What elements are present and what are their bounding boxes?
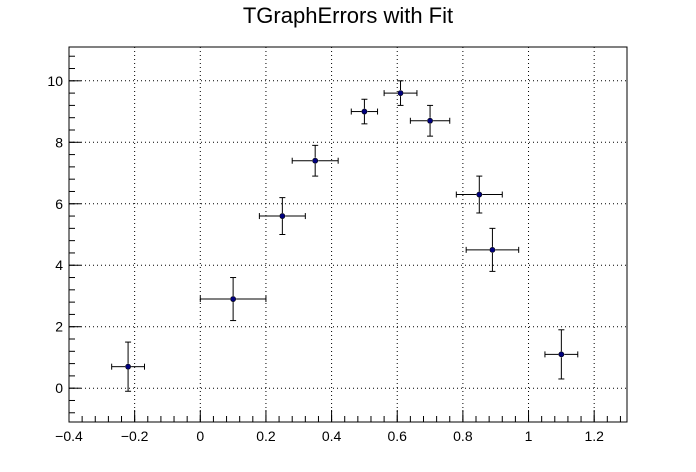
x-tick-label: 1.2 xyxy=(584,428,604,444)
x-tick-label: 0.6 xyxy=(388,428,408,444)
y-tick-label: 8 xyxy=(55,134,63,150)
data-point-marker xyxy=(361,108,368,115)
data-point-group xyxy=(455,175,503,214)
y-tick-label: 10 xyxy=(47,73,63,89)
data-point-marker xyxy=(279,213,286,219)
data-point-group xyxy=(258,197,306,235)
data-point-group xyxy=(409,104,451,137)
data-point-group xyxy=(350,98,379,125)
y-tick-label: 4 xyxy=(55,257,63,273)
data-point-group xyxy=(111,341,145,392)
chart-title: TGraphErrors with Fit xyxy=(243,3,453,28)
x-tick-label: 0 xyxy=(196,428,204,444)
data-point-marker xyxy=(427,117,433,124)
data-point-group xyxy=(199,277,267,322)
y-tick-label: 2 xyxy=(55,319,63,335)
axes: −0.4 −0.2 0 0.2 0.4 0.6 0.8 1 1.2 0 2 4 6 8 10 xyxy=(47,55,621,444)
data-point-group xyxy=(465,227,520,272)
data-point-group xyxy=(544,329,579,380)
y-tick-label: 0 xyxy=(55,380,63,396)
data-point-group xyxy=(383,80,418,106)
data-point-marker xyxy=(476,191,483,198)
data-point-marker xyxy=(312,157,319,164)
plot-frame xyxy=(68,46,628,423)
x-tick-label: −0.2 xyxy=(121,428,149,444)
data-point-marker xyxy=(558,351,565,358)
grid-lines xyxy=(69,47,627,422)
x-tick-label: 0.8 xyxy=(453,428,473,444)
x-tick-label: 0.4 xyxy=(322,428,342,444)
data-point-marker xyxy=(125,363,131,370)
y-tick-label: 6 xyxy=(55,196,63,212)
data-point-marker xyxy=(397,90,404,97)
x-tick-label: 0.2 xyxy=(256,428,276,444)
x-tick-label: −0.4 xyxy=(55,428,83,444)
data-points xyxy=(111,80,579,392)
data-point-group xyxy=(291,144,339,177)
data-point-marker xyxy=(230,296,237,302)
data-point-marker xyxy=(489,246,496,253)
x-tick-label: 1 xyxy=(525,428,533,444)
